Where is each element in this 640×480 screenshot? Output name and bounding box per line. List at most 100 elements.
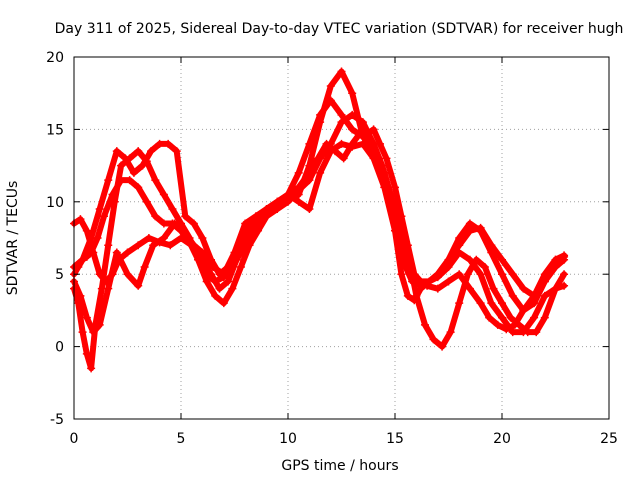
data-point: [326, 139, 335, 148]
data-point: [429, 335, 438, 344]
data-point: [123, 248, 132, 257]
data-point: [465, 226, 474, 235]
data-point: [399, 248, 408, 257]
data-point: [339, 154, 348, 163]
data-point: [540, 313, 549, 322]
data-point: [266, 205, 275, 214]
data-point: [134, 183, 143, 192]
data-point: [112, 147, 121, 156]
data-point: [378, 161, 387, 170]
data-point: [433, 270, 442, 279]
data-point: [540, 277, 549, 286]
data-point: [515, 320, 524, 329]
data-point: [206, 255, 215, 264]
data-point: [403, 291, 412, 300]
data-point: [530, 313, 539, 322]
data-point: [104, 241, 113, 250]
data-point: [380, 183, 389, 192]
data-point: [498, 313, 506, 322]
data-point: [110, 197, 119, 206]
data-point: [480, 262, 489, 271]
data-point: [455, 299, 464, 308]
data-point: [121, 154, 130, 163]
data-point: [337, 118, 346, 127]
data-point: [551, 262, 560, 271]
data-point: [337, 110, 346, 119]
data-point: [472, 255, 481, 264]
data-point: [358, 139, 367, 148]
data-point: [444, 255, 453, 264]
data-point: [476, 270, 485, 279]
data-point: [78, 328, 87, 337]
data-point: [87, 364, 96, 373]
x-tick-label: 10: [279, 431, 297, 447]
data-point: [337, 67, 346, 76]
data-point: [444, 277, 453, 286]
data-point: [228, 284, 237, 293]
data-point: [485, 313, 494, 322]
data-point: [168, 219, 177, 228]
data-point: [506, 313, 515, 322]
data-point: [249, 219, 258, 228]
data-point: [560, 255, 569, 264]
data-point: [198, 234, 207, 242]
data-point: [134, 147, 143, 156]
data-point: [476, 223, 485, 232]
data-point: [463, 270, 472, 279]
data-point: [412, 291, 421, 300]
data-point: [433, 284, 442, 293]
data-point: [391, 183, 399, 192]
data-point: [112, 248, 121, 257]
data-point: [99, 212, 108, 221]
data-point: [519, 284, 528, 293]
data-point: [316, 110, 325, 119]
y-tick-label: 10: [46, 195, 64, 211]
data-point: [117, 161, 126, 170]
data-point: [532, 328, 541, 337]
y-tick-label: 0: [55, 340, 64, 356]
data-point: [185, 234, 194, 242]
y-tick-label: 15: [46, 122, 64, 138]
x-tick-label: 0: [70, 431, 79, 447]
data-point: [523, 328, 532, 337]
x-tick-label: 5: [177, 431, 186, 447]
data-point: [519, 306, 528, 315]
data-point: [140, 262, 149, 271]
data-point: [369, 125, 378, 134]
data-point: [275, 197, 284, 206]
data-point: [151, 176, 160, 185]
data-point: [382, 154, 391, 163]
data-point: [369, 139, 378, 148]
data-point: [151, 212, 160, 221]
data-point: [446, 328, 455, 337]
data-point: [551, 284, 560, 293]
data-point: [425, 277, 434, 286]
data-point: [82, 313, 91, 322]
data-point: [508, 328, 517, 337]
data-point: [465, 284, 474, 293]
data-point: [408, 270, 417, 279]
data-point: [465, 219, 474, 228]
data-point: [493, 320, 502, 329]
data-point: [147, 147, 156, 156]
data-point: [181, 212, 190, 221]
data-point: [258, 212, 267, 221]
ticks: 0 5 10 15 20 25 -5 0 5 10 15 20: [46, 50, 618, 447]
data-point: [241, 226, 250, 235]
data-point: [560, 281, 569, 290]
data-point: [508, 270, 517, 279]
data-point: [172, 147, 181, 156]
data-point: [125, 176, 134, 185]
data-point: [560, 270, 569, 279]
data-point: [159, 219, 168, 228]
data-point: [438, 342, 447, 351]
data-point: [284, 197, 292, 206]
data-point: [420, 320, 429, 329]
data-point: [294, 186, 303, 195]
data-point: [144, 234, 153, 242]
data-point: [502, 325, 511, 334]
data-point: [241, 219, 250, 228]
data-point: [326, 96, 335, 105]
data-point: [294, 197, 303, 206]
data-point: [254, 226, 263, 235]
